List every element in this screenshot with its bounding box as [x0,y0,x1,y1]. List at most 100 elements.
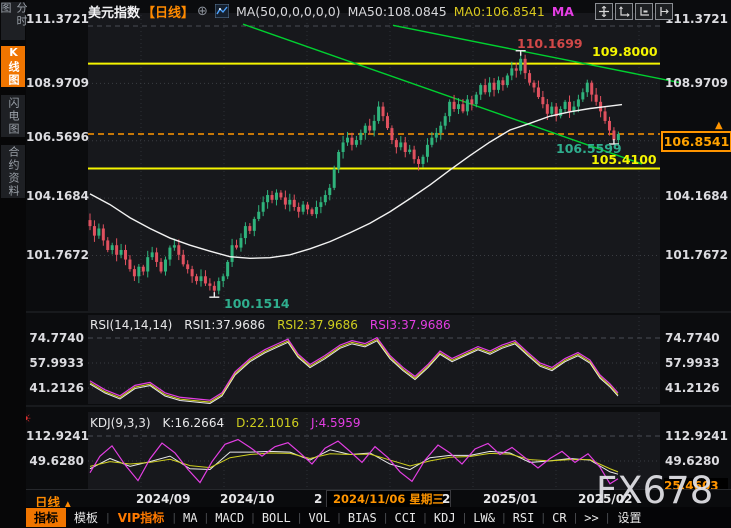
price-marker-arrow-icon: ▲ [715,120,723,131]
tab-templates[interactable]: 模板 [74,511,99,525]
separator: | [605,511,610,524]
left-sidebar: 分时图 K线图 闪电图 合约资料 [0,0,28,528]
date-tick: 2024/10 [220,492,275,506]
date-tick-clipped: 2 [314,492,323,506]
recent-low-label: 106.5599 [556,141,622,156]
rsi-header[interactable]: RSI(14,14,14) RSI1:37.9686 RSI2:37.9686 … [90,318,451,332]
axis-scale-right-icon[interactable] [635,3,653,20]
separator: | [172,511,177,524]
separator: | [297,511,302,524]
separator: | [383,511,388,524]
separator: | [251,511,255,524]
price-tick-left: 104.1684 [26,189,90,203]
rsi-tick-right: 74.7740 [665,331,720,345]
rsi1-value: RSI1:37.9686 [184,318,266,332]
kdj-tick-left: 49.6280 [29,454,84,468]
settings-button[interactable]: 设置 [617,511,642,525]
separator: | [501,511,506,524]
indicator-ma[interactable]: MA [183,510,198,525]
time-axis[interactable]: 日线 ▲ 2024/09 2024/10 2 2024/11/06 星期三 2 … [26,489,731,510]
price-tick-right: 111.3721 [665,12,729,26]
kdj-tick-left: 112.9241 [26,429,90,443]
crosshair-date-box: 2024/11/06 星期三 [326,490,451,508]
price-tick-right: 101.7672 [665,248,729,262]
tab-vip-indicators[interactable]: VIP指标 [117,511,165,525]
ma-settings-label[interactable]: MA(50,0,0,0,0,0) [235,3,341,19]
support-label: 105.4100 [591,152,657,167]
axis-scale-left-icon[interactable] [615,3,633,20]
kdj-tick-right: 49.6280 [665,454,720,468]
sidebar-item-label: 闪电图 [7,96,20,136]
sidebar-item-kline[interactable]: K线图 [1,46,25,87]
shift-right-icon[interactable] [655,3,673,20]
separator: | [337,511,341,524]
rsi-tick-right: 57.9933 [665,356,720,370]
symbol-name: 美元指数 [88,5,141,21]
sidebar-item-label: 合约资料 [7,145,20,198]
triangle-up-icon: ▲ [64,500,72,510]
kdj-k-value: K:16.2664 [162,416,225,430]
kdj-j-value: J:4.5959 [311,416,361,430]
indicator-rsi[interactable]: RSI [512,510,535,525]
swing-low-label: 100.1514 [224,296,290,311]
indicator-toolbar: 指标 模板 | VIP指标 | MA | MACD | BOLL | VOL | BIAS |… [26,507,731,528]
sidebar-item-flash[interactable]: 闪电图 [1,95,25,137]
price-tick-left: 106.5696 [26,130,90,144]
separator: | [106,511,110,524]
kdj-title: KDJ(9,3,3) [90,416,151,430]
resistance-label: 109.8000 [592,44,658,59]
date-tick: 2025/02 [578,492,633,506]
rsi-tick-right: 41.2126 [665,381,720,395]
separator: | [204,511,209,524]
indicator-lw[interactable]: LW& [473,510,495,525]
indicator-boll[interactable]: BOLL [261,510,291,525]
current-price-box[interactable]: 106.8541 [661,131,731,152]
rsi-tick-left: 57.9933 [29,356,84,370]
move-tool-icon[interactable] [595,3,613,20]
rsi-title: RSI(14,14,14) [90,318,173,332]
rsi3-value: RSI3:37.9686 [369,318,451,332]
rsi2-value: RSI2:37.9686 [277,318,358,332]
price-tick-left: 111.3721 [26,12,90,26]
kdj-d-value: D:22.1016 [236,416,299,430]
sidebar-item-label: 分时图 [0,2,28,28]
add-indicator-icon[interactable]: ⊕ [197,3,208,19]
sidebar-item-timeshare[interactable]: 分时图 [0,2,28,40]
period-selector[interactable]: 日线 ▲ [35,495,72,510]
indicator-macd[interactable]: MACD [215,510,245,525]
price-tick-right: 108.9709 [665,76,729,90]
date-tick-clipped: 2 [442,492,451,506]
separator: | [462,511,467,524]
indicator-vol[interactable]: VOL [308,510,331,525]
chart-tool-buttons [595,3,673,20]
period-tag: 【日线】 [142,5,195,21]
swing-high-label: 110.1699 [517,36,583,51]
sidebar-item-label: K线图 [7,46,20,87]
price-tick-right: 104.1684 [665,189,729,203]
price-tick-left: 101.7672 [26,248,90,262]
indicator-bias[interactable]: BIAS [347,510,377,525]
rsi-tick-left: 41.2126 [29,381,84,395]
indicator-cci[interactable]: CCI [394,510,417,525]
rsi-tick-left: 74.7740 [29,331,84,345]
ma-extra-label: MA [551,3,574,19]
indicator-kdj[interactable]: KDJ [433,510,456,525]
kdj-header[interactable]: KDJ(9,3,3) K:16.2664 D:22.1016 J:4.5959 [90,416,361,430]
kdj-tick-right: 112.9241 [665,429,729,443]
sidebar-item-contract-info[interactable]: 合约资料 [1,145,25,198]
date-tick: 2025/01 [483,492,538,506]
ma50-value-label: MA50:108.0845 [347,3,447,19]
separator: | [423,511,427,524]
chart-header: 美元指数 【日线】 ⊕ MA(50,0,0,0,0,0) MA50:108.0845… [88,3,574,21]
date-tick: 2024/09 [136,492,191,506]
price-tick-left: 108.9709 [26,76,90,90]
mini-chart-icon[interactable] [214,4,229,18]
separator: | [573,511,578,524]
indicator-cr[interactable]: CR [552,510,567,525]
ma0-value-label: MA0:106.8541 [453,3,545,19]
separator: | [541,511,546,524]
more-indicators-button[interactable]: >> [584,510,599,525]
tab-indicators[interactable]: 指标 [26,508,67,527]
